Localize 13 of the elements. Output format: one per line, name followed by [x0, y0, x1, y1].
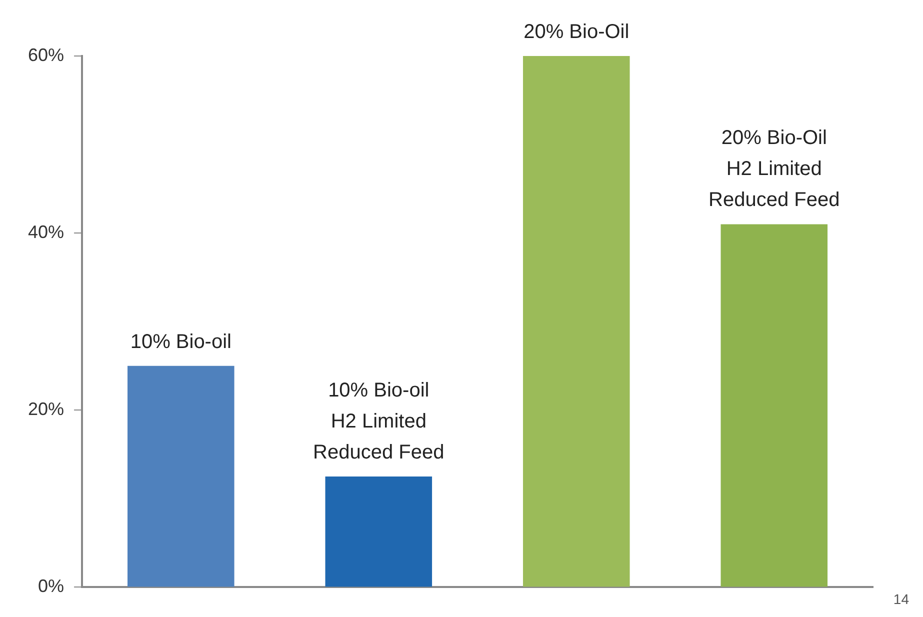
x-tick-label: 10% Bio-oil — [130, 330, 232, 353]
x-tick-label: 20% Bio-Oil H2 Limited Reduced Feed — [708, 127, 840, 212]
bar — [720, 224, 828, 587]
text: 14 — [893, 591, 910, 607]
bar — [522, 56, 630, 587]
y-tick-label: 60% — [28, 44, 64, 65]
y-tick-label: 20% — [28, 399, 64, 420]
bar — [128, 366, 234, 587]
x-tick-label: 20% Bio-Oil — [524, 21, 630, 43]
y-tick-label: 40% — [28, 222, 64, 242]
y-tick-label: 0% — [38, 576, 64, 596]
x-tick-label: 10% Bio-oil H2 Limited Reduced Feed — [313, 380, 444, 464]
bar — [325, 476, 432, 587]
